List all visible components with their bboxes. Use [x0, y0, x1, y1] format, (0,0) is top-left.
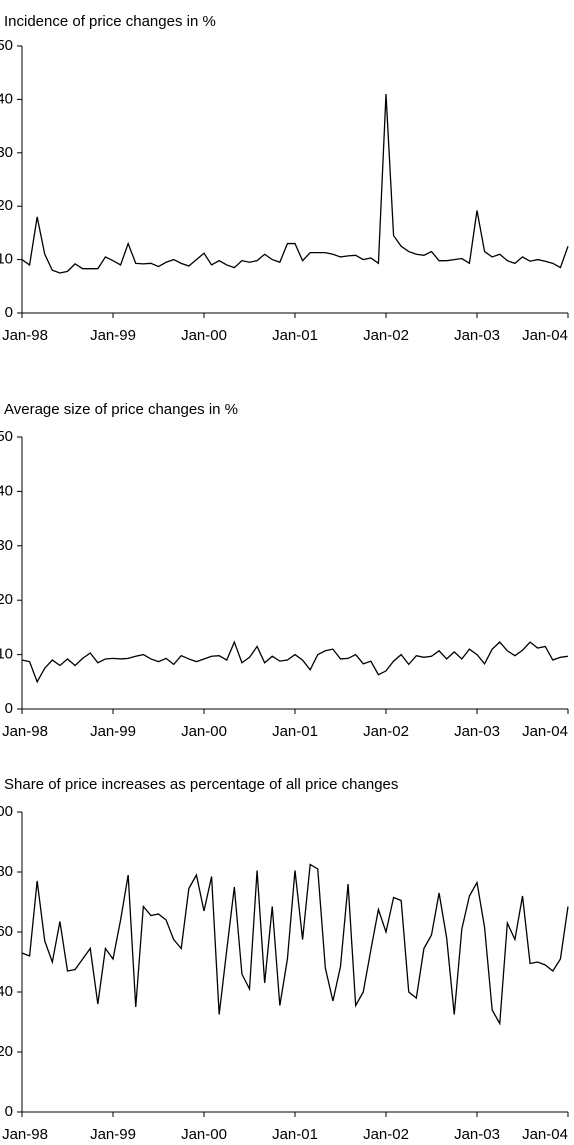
- y-tick-label: 80: [0, 863, 13, 880]
- chart-title: Share of price increases as percentage o…: [4, 776, 398, 793]
- x-tick-label: Jan-02: [363, 327, 409, 344]
- data-line: [21, 94, 569, 274]
- x-tick-label: Jan-98: [2, 327, 48, 344]
- data-line: [21, 640, 569, 684]
- x-tick-label: Jan-00: [181, 327, 227, 344]
- chart-title: Average size of price changes in %: [4, 401, 238, 418]
- x-tick-label: Jan-04: [522, 723, 568, 740]
- x-tick-label: Jan-00: [181, 723, 227, 740]
- y-tick-label: 40: [0, 482, 13, 499]
- y-tick-label: 0: [5, 304, 13, 321]
- x-tick-label: Jan-04: [522, 1126, 568, 1143]
- y-tick-label: 0: [5, 1103, 13, 1120]
- x-tick-label: Jan-01: [272, 723, 318, 740]
- x-tick-label: Jan-03: [454, 1126, 500, 1143]
- y-tick-label: 0: [5, 700, 13, 717]
- y-tick-label: 40: [0, 90, 13, 107]
- x-tick-label: Jan-00: [181, 1126, 227, 1143]
- y-tick-label: 40: [0, 983, 13, 1000]
- y-tick-label: 10: [0, 646, 13, 663]
- y-tick-label: 20: [0, 591, 13, 608]
- y-tick-label: 20: [0, 197, 13, 214]
- x-tick-label: Jan-99: [90, 723, 136, 740]
- y-tick-label: 60: [0, 923, 13, 940]
- x-tick-label: Jan-02: [363, 723, 409, 740]
- y-tick-label: 100: [0, 803, 13, 820]
- y-tick-label: 30: [0, 144, 13, 161]
- x-tick-label: Jan-01: [272, 1126, 318, 1143]
- y-tick-label: 10: [0, 251, 13, 268]
- y-tick-label: 50: [0, 37, 13, 54]
- y-tick-label: 30: [0, 537, 13, 554]
- x-tick-label: Jan-98: [2, 1126, 48, 1143]
- y-tick-label: 20: [0, 1043, 13, 1060]
- x-tick-label: Jan-99: [90, 1126, 136, 1143]
- x-tick-label: Jan-99: [90, 327, 136, 344]
- x-tick-label: Jan-02: [363, 1126, 409, 1143]
- x-tick-label: Jan-04: [522, 327, 568, 344]
- x-tick-label: Jan-01: [272, 327, 318, 344]
- data-line: [21, 863, 569, 1026]
- x-tick-label: Jan-98: [2, 723, 48, 740]
- x-tick-label: Jan-03: [454, 327, 500, 344]
- chart-title: Incidence of price changes in %: [4, 13, 216, 30]
- y-tick-label: 50: [0, 428, 13, 445]
- x-tick-label: Jan-03: [454, 723, 500, 740]
